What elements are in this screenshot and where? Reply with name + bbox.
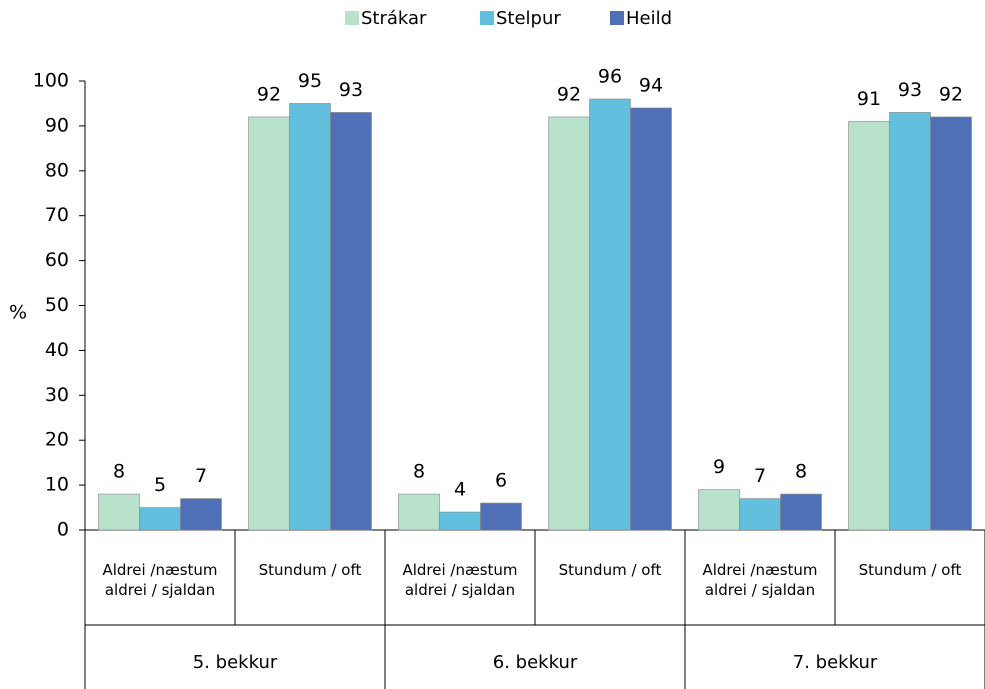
group-label: 7. bekkur [792, 652, 878, 673]
bar [548, 116, 590, 531]
legend-label: Stelpur [496, 8, 561, 29]
x-tick-label: Aldrei /næstum aldrei / sjaldan [702, 561, 818, 599]
data-label: 95 [298, 70, 322, 92]
data-label: 93 [339, 79, 363, 101]
bar [139, 507, 181, 531]
group-label: 6. bekkur [492, 652, 578, 673]
data-label: 5 [154, 474, 166, 496]
data-label: 92 [257, 83, 281, 105]
bar [589, 98, 631, 531]
bar [439, 511, 481, 531]
y-tick-label: 100 [33, 70, 69, 92]
y-tick-label: 90 [45, 114, 69, 136]
bar [289, 103, 331, 531]
data-label: 91 [857, 88, 881, 110]
data-label: 93 [898, 79, 922, 101]
x-tick-label: Aldrei /næstum aldrei / sjaldan [102, 561, 218, 599]
y-tick-label: 10 [45, 474, 69, 496]
bar [780, 493, 822, 531]
bar [98, 493, 140, 531]
data-label: 94 [639, 74, 663, 96]
y-tick-label: 80 [45, 159, 69, 181]
group-label: 5. bekkur [192, 652, 278, 673]
y-axis-label: % [9, 302, 27, 324]
bar [698, 489, 740, 531]
bar [248, 116, 290, 531]
legend-swatch [610, 11, 624, 25]
bar [739, 498, 781, 531]
x-tick-label: Stundum / oft [558, 561, 662, 579]
legend-label: Strákar [361, 8, 427, 29]
legend-label: Heild [626, 8, 672, 29]
data-label: 92 [939, 83, 963, 105]
legend-swatch [345, 11, 359, 25]
y-tick-label: 70 [45, 204, 69, 226]
bar [180, 498, 222, 531]
x-tick-label: Stundum / oft [858, 561, 962, 579]
y-tick-label: 50 [45, 294, 69, 316]
bar [480, 502, 522, 531]
data-label: 92 [557, 83, 581, 105]
bar [889, 112, 931, 531]
data-label: 4 [454, 479, 466, 501]
legend-swatch [480, 11, 494, 25]
bar [398, 493, 440, 531]
data-label: 8 [413, 461, 425, 483]
data-label: 8 [795, 461, 807, 483]
data-label: 6 [495, 470, 507, 492]
data-label: 9 [713, 456, 725, 478]
data-label: 96 [598, 65, 622, 87]
bar [330, 112, 372, 531]
y-tick-label: 20 [45, 429, 69, 451]
data-label: 7 [195, 465, 207, 487]
x-tick-label: Aldrei /næstum aldrei / sjaldan [402, 561, 518, 599]
bar [930, 116, 972, 531]
bar [630, 107, 672, 531]
bar [848, 121, 890, 531]
y-tick-label: 60 [45, 249, 69, 271]
y-tick-label: 0 [57, 519, 69, 541]
y-tick-label: 30 [45, 384, 69, 406]
data-label: 8 [113, 461, 125, 483]
x-tick-label: Stundum / oft [258, 561, 362, 579]
y-tick-label: 40 [45, 339, 69, 361]
data-label: 7 [754, 465, 766, 487]
